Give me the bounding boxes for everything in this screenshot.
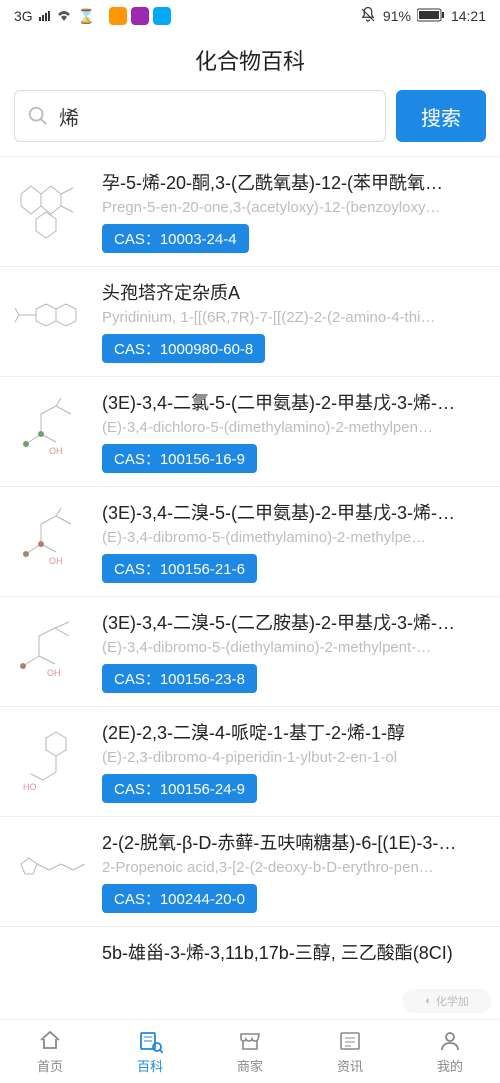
tab-me[interactable]: 我的 — [400, 1020, 500, 1083]
app-icon — [131, 7, 149, 25]
compound-name-en: (E)-3,4-dibromo-5-(dimethylamino)-2-meth… — [102, 529, 486, 546]
svg-text:OH: OH — [49, 446, 63, 456]
search-button[interactable]: 搜索 — [396, 90, 486, 142]
result-info: 头孢塔齐定杂质A Pyridinium, 1-[[(6R,7R)-7-[[(2Z)… — [102, 279, 486, 364]
result-row[interactable]: OH (3E)-3,4-二溴-5-(二乙胺基)-2-甲基戊-3-烯-… (E)-3,… — [0, 597, 500, 707]
store-icon — [237, 1028, 263, 1054]
cas-badge: CAS：100156-24-9 — [102, 774, 257, 803]
result-info: (2E)-2,3-二溴-4-哌啶-1-基丁-2-烯-1-醇 (E)-2,3-dib… — [102, 719, 486, 804]
cas-badge: CAS：100244-20-0 — [102, 884, 257, 913]
result-info: 2-(2-脱氧-β-D-赤藓-五呋喃糖基)-6-[(1E)-3-… 2-Prope… — [102, 829, 486, 914]
molecule-thumb: OH — [8, 389, 94, 469]
result-row[interactable]: 头孢塔齐定杂质A Pyridinium, 1-[[(6R,7R)-7-[[(2Z)… — [0, 267, 500, 377]
tab-label: 首页 — [37, 1056, 63, 1075]
app-icon — [153, 7, 171, 25]
app-icon — [109, 7, 127, 25]
molecule-thumb: HO — [8, 719, 94, 799]
result-list: 孕-5-烯-20-酮,3-(乙酰氧基)-12-(苯甲酰氧… Pregn-5-en-… — [0, 156, 500, 1046]
molecule-thumb: OH — [8, 499, 94, 579]
compound-name-en: (E)-3,4-dichloro-5-(dimethylamino)-2-met… — [102, 419, 486, 436]
result-info: (3E)-3,4-二溴-5-(二乙胺基)-2-甲基戊-3-烯-… (E)-3,4-… — [102, 609, 486, 694]
cas-badge: CAS：1000980-60-8 — [102, 334, 265, 363]
network-label: 3G — [14, 8, 33, 24]
compound-name-cn: 2-(2-脱氧-β-D-赤藓-五呋喃糖基)-6-[(1E)-3-… — [102, 829, 486, 855]
status-right: 91% 14:21 — [359, 6, 486, 27]
compound-name-en: Pyridinium, 1-[[(6R,7R)-7-[[(2Z)-2-(2-am… — [102, 309, 486, 326]
clock: 14:21 — [451, 8, 486, 24]
compound-name-en: 2-Propenoic acid,3-[2-(2-deoxy-b-D-eryth… — [102, 859, 486, 876]
search-box[interactable] — [14, 90, 386, 142]
page-title: 化合物百科 — [0, 32, 500, 90]
wifi-icon — [56, 8, 72, 24]
search-icon — [27, 105, 49, 127]
signal-icon — [39, 11, 50, 21]
molecule-thumb: OH — [8, 609, 94, 689]
result-row[interactable]: 2-(2-脱氧-β-D-赤藓-五呋喃糖基)-6-[(1E)-3-… 2-Prope… — [0, 817, 500, 927]
cas-badge: CAS：10003-24-4 — [102, 224, 249, 253]
cas-badge: CAS：100156-21-6 — [102, 554, 257, 583]
molecule-thumb — [8, 829, 94, 909]
tab-label: 资讯 — [337, 1056, 363, 1075]
tab-label: 商家 — [237, 1056, 263, 1075]
compound-name-cn: 孕-5-烯-20-酮,3-(乙酰氧基)-12-(苯甲酰氧… — [102, 169, 486, 195]
tab-label: 我的 — [437, 1056, 463, 1075]
svg-text:OH: OH — [49, 556, 63, 566]
result-row[interactable]: OH (3E)-3,4-二溴-5-(二甲氨基)-2-甲基戊-3-烯-… (E)-3,… — [0, 487, 500, 597]
compound-name-en: (E)-2,3-dibromo-4-piperidin-1-ylbut-2-en… — [102, 749, 486, 766]
result-row[interactable]: 孕-5-烯-20-酮,3-(乙酰氧基)-12-(苯甲酰氧… Pregn-5-en-… — [0, 157, 500, 267]
tab-bar: 首页 百科 商家 资讯 我的 — [0, 1019, 500, 1083]
result-row[interactable]: OH (3E)-3,4-二氯-5-(二甲氨基)-2-甲基戊-3-烯-… (E)-3,… — [0, 377, 500, 487]
search-input[interactable] — [59, 105, 373, 128]
compound-name-en: (E)-3,4-dibromo-5-(diethylamino)-2-methy… — [102, 639, 486, 656]
me-icon — [437, 1028, 463, 1054]
status-bar: 3G ⌛ 91% 14:21 — [0, 0, 500, 32]
result-info: (3E)-3,4-二溴-5-(二甲氨基)-2-甲基戊-3-烯-… (E)-3,4-… — [102, 499, 486, 584]
cas-badge: CAS：100156-16-9 — [102, 444, 257, 473]
tab-home[interactable]: 首页 — [0, 1020, 100, 1083]
molecule-thumb — [8, 939, 94, 1019]
molecule-thumb — [8, 169, 94, 249]
status-app-icons — [109, 7, 171, 25]
result-row[interactable]: HO (2E)-2,3-二溴-4-哌啶-1-基丁-2-烯-1-醇 (E)-2,3-d… — [0, 707, 500, 817]
cas-badge: CAS：100156-23-8 — [102, 664, 257, 693]
news-icon — [337, 1028, 363, 1054]
svg-text:HO: HO — [23, 782, 37, 792]
tab-wiki[interactable]: 百科 — [100, 1020, 200, 1083]
compound-name-cn: 头孢塔齐定杂质A — [102, 279, 486, 305]
compound-name-en: Pregn-5-en-20-one,3-(acetyloxy)-12-(benz… — [102, 199, 486, 216]
compound-name-cn: 5b-雄甾-3-烯-3,11b,17b-三醇, 三乙酸酯(8CI) — [102, 939, 486, 965]
battery-icon — [417, 8, 445, 25]
wiki-icon — [137, 1028, 163, 1054]
watermark: ◐化学加 — [402, 989, 492, 1013]
result-info: 孕-5-烯-20-酮,3-(乙酰氧基)-12-(苯甲酰氧… Pregn-5-en-… — [102, 169, 486, 254]
battery-pct: 91% — [383, 8, 411, 24]
compound-name-cn: (3E)-3,4-二溴-5-(二乙胺基)-2-甲基戊-3-烯-… — [102, 609, 486, 635]
tab-news[interactable]: 资讯 — [300, 1020, 400, 1083]
status-left: 3G ⌛ — [14, 7, 171, 25]
compound-name-cn: (3E)-3,4-二溴-5-(二甲氨基)-2-甲基戊-3-烯-… — [102, 499, 486, 525]
svg-text:OH: OH — [47, 668, 61, 678]
mute-icon — [359, 6, 377, 27]
tab-label: 百科 — [137, 1056, 163, 1075]
molecule-thumb — [8, 279, 94, 359]
result-info: (3E)-3,4-二氯-5-(二甲氨基)-2-甲基戊-3-烯-… (E)-3,4-… — [102, 389, 486, 474]
tab-store[interactable]: 商家 — [200, 1020, 300, 1083]
compound-name-cn: (3E)-3,4-二氯-5-(二甲氨基)-2-甲基戊-3-烯-… — [102, 389, 486, 415]
compound-name-cn: (2E)-2,3-二溴-4-哌啶-1-基丁-2-烯-1-醇 — [102, 719, 486, 745]
home-icon — [37, 1028, 63, 1054]
search-row: 搜索 — [0, 90, 500, 156]
hourglass-icon: ⌛ — [78, 8, 95, 25]
